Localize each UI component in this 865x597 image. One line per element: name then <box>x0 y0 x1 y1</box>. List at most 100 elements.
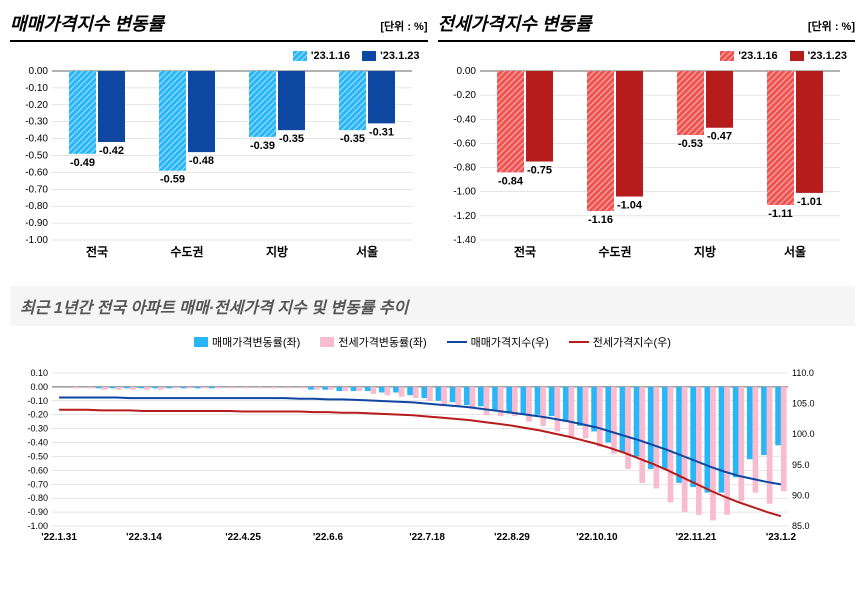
x-tick-label: '22.7.18 <box>409 532 445 543</box>
trend-bar <box>639 387 645 483</box>
trend-bar <box>110 387 116 388</box>
trend-bar <box>676 387 682 483</box>
y-tick-label: -0.80 <box>25 201 48 212</box>
trend-bar <box>322 387 328 390</box>
bar-chart-buy: 0.00-0.10-0.20-0.30-0.40-0.50-0.60-0.70-… <box>10 66 428 266</box>
bar <box>69 71 96 154</box>
x-tick-label: '22.8.29 <box>494 532 530 543</box>
trend-bar <box>710 387 716 521</box>
trend-bar <box>201 387 207 388</box>
x-tick-label: '22.6.6 <box>313 532 344 543</box>
trend-bar <box>365 387 371 391</box>
trend-bar <box>719 387 725 493</box>
trend-bar <box>300 387 306 388</box>
trend-bar <box>379 387 385 393</box>
bar-value: -0.84 <box>497 175 523 187</box>
trend-bar <box>102 387 108 390</box>
bar <box>159 71 186 171</box>
bar-value: -0.31 <box>369 126 394 138</box>
bar <box>796 71 823 193</box>
trend-bar <box>540 387 546 426</box>
y-left-tick: 0.00 <box>30 382 48 392</box>
y-tick-label: -0.90 <box>25 218 48 229</box>
y-tick-label: -1.00 <box>453 187 476 198</box>
trend-bar <box>753 387 759 493</box>
category-label: 지방 <box>693 244 715 259</box>
y-left-tick: -0.70 <box>27 479 48 489</box>
category-label: 전국 <box>86 244 108 259</box>
trend-bar <box>611 387 617 454</box>
bar-value: -1.01 <box>796 196 821 208</box>
bar-value: -1.11 <box>768 208 792 220</box>
trend-bar <box>130 387 136 390</box>
trend-bar <box>96 387 102 388</box>
trend-bar <box>399 387 405 397</box>
y-right-tick: 85.0 <box>792 521 810 531</box>
trend-bar <box>441 387 447 405</box>
bar <box>249 71 276 137</box>
trend-bar <box>478 387 484 406</box>
trend-bar <box>724 387 730 515</box>
trend-bar <box>308 387 314 390</box>
bar-value: -0.39 <box>250 140 275 152</box>
trend-bar <box>554 387 560 432</box>
legend: '23.1.16 '23.1.23 <box>438 46 856 66</box>
trend-bar <box>215 387 221 388</box>
y-left-tick: -0.90 <box>27 507 48 517</box>
buy-price-panel: 매매가격지수 변동률 [단위 : %] '23.1.16 '23.1.23 0.… <box>10 10 428 266</box>
category-label: 전국 <box>513 244 535 259</box>
legend-item: 전세가격지수(우) <box>569 334 671 350</box>
x-tick-label: '22.4.25 <box>225 532 261 543</box>
chart-svg: 0.00-0.10-0.20-0.30-0.40-0.50-0.60-0.70-… <box>10 66 420 266</box>
trend-bar <box>181 387 187 388</box>
trend-bar <box>342 387 348 391</box>
trend-bar <box>506 387 512 413</box>
trend-bar <box>370 387 376 394</box>
trend-bar <box>450 387 456 402</box>
chart-title: 매매가격지수 변동률 <box>10 10 164 36</box>
chart-svg: 0.00-0.20-0.40-0.60-0.80-1.00-1.20-1.40-… <box>438 66 848 266</box>
y-right-tick: 105.0 <box>792 399 815 409</box>
trend-bar <box>421 387 427 398</box>
trend-bar <box>634 387 640 457</box>
bar <box>767 71 794 205</box>
x-tick-label: '22.11.21 <box>676 532 717 543</box>
top-row: 매매가격지수 변동률 [단위 : %] '23.1.16 '23.1.23 0.… <box>10 10 855 266</box>
trend-bar <box>73 387 79 388</box>
trend-bar <box>87 387 93 388</box>
category-label: 수도권 <box>170 245 203 259</box>
trend-bar <box>336 387 342 391</box>
bar <box>677 71 704 135</box>
bar-value: -0.49 <box>70 157 95 169</box>
trend-bar <box>654 387 660 489</box>
category-label: 서울 <box>783 244 805 259</box>
y-tick-label: -0.80 <box>453 163 476 174</box>
y-tick-label: -0.40 <box>25 134 48 145</box>
y-left-tick: -0.60 <box>27 465 48 475</box>
y-tick-label: -0.20 <box>25 100 48 111</box>
x-tick-label: '23.1.2 <box>766 532 797 543</box>
trend-bar <box>455 387 461 406</box>
trend-bar <box>356 387 362 391</box>
trend-bar <box>733 387 739 477</box>
trend-bar <box>682 387 688 512</box>
y-tick-label: 0.00 <box>29 66 49 77</box>
bar-value: -0.35 <box>340 133 365 145</box>
legend-item: 전세가격변동률(좌) <box>320 334 426 350</box>
trend-bar <box>328 387 334 390</box>
legend-label: '23.1.16 <box>738 50 777 62</box>
y-tick-label: -0.30 <box>25 117 48 128</box>
chart-header: 전세가격지수 변동률 [단위 : %] <box>438 10 856 42</box>
trend-bar <box>605 387 611 443</box>
bar-value: -0.75 <box>526 165 551 177</box>
legend-label: 전세가격지수(우) <box>593 334 671 350</box>
trend-bar <box>648 387 654 469</box>
legend-item: 매매가격지수(우) <box>447 334 549 350</box>
trend-bar <box>549 387 555 416</box>
trend-bar <box>144 387 150 390</box>
y-left-tick: -0.20 <box>27 410 48 420</box>
bar <box>526 71 553 162</box>
y-tick-label: -1.20 <box>453 211 476 222</box>
trend-title: 최근 1년간 전국 아파트 매매·전세가격 지수 및 변동률 추이 <box>10 286 855 326</box>
trend-bar <box>761 387 767 455</box>
